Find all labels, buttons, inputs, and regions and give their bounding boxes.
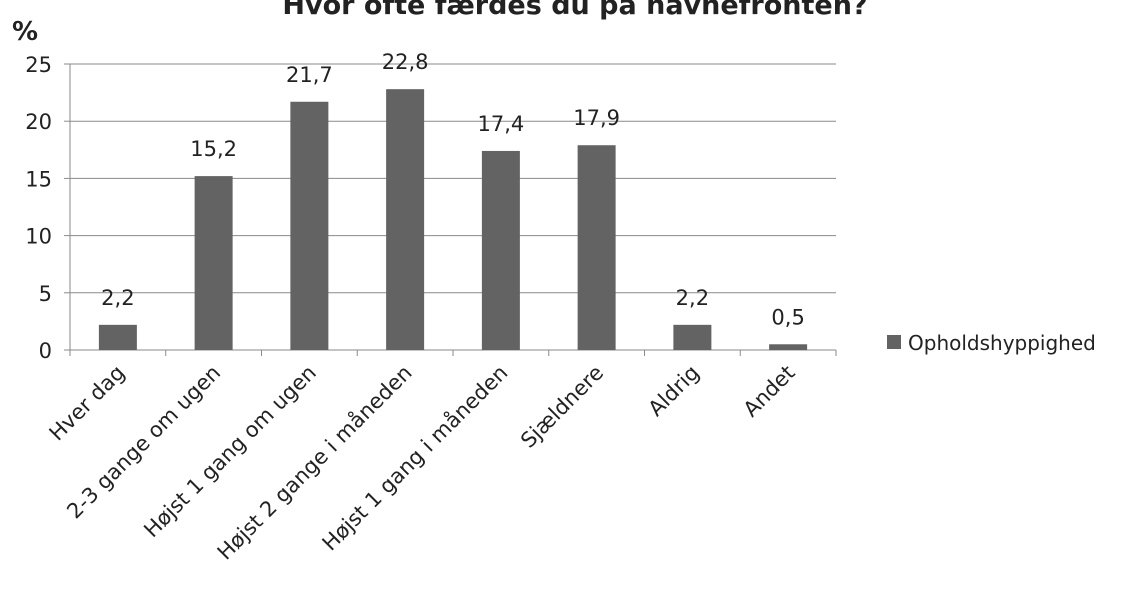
x-tick-label: Andet [739,361,800,422]
y-tick-label: 5 [39,282,52,306]
data-label: 0,5 [771,305,804,329]
bar [481,150,520,350]
x-tick-label: Højst 1 gang om ugen [139,361,321,543]
y-tick-label: 15 [25,167,52,191]
bar [386,89,425,350]
x-tick-label: Højst 1 gang i måneden [317,360,513,556]
chart-title: Hvor ofte færdes du på havnefronten? [282,0,867,21]
data-label: 17,9 [573,106,620,130]
data-label: 17,4 [477,112,524,136]
bar [673,324,712,350]
y-tick-label: 25 [25,53,52,77]
data-label: 2,2 [101,286,134,310]
data-label: 15,2 [190,137,237,161]
x-tick-label: Aldrig [644,361,704,421]
data-label: 22,8 [382,50,429,74]
x-tick-label: Hver dag [45,361,130,446]
bar [98,324,137,350]
bar [290,101,329,350]
bar [194,176,233,350]
bar [769,344,808,350]
x-tick-label: Sjældnere [516,361,608,453]
legend-swatch [887,335,901,349]
y-axis-label: % [12,17,38,47]
y-tick-label: 0 [39,339,52,363]
y-tick-label: 20 [25,110,52,134]
data-label: 2,2 [676,286,709,310]
x-tick-label: Højst 2 gange i måneden [212,360,417,565]
y-tick-label: 10 [25,225,52,249]
legend-label: Opholdshyppighed [908,331,1096,355]
bar [577,145,616,350]
data-label: 21,7 [286,63,333,87]
